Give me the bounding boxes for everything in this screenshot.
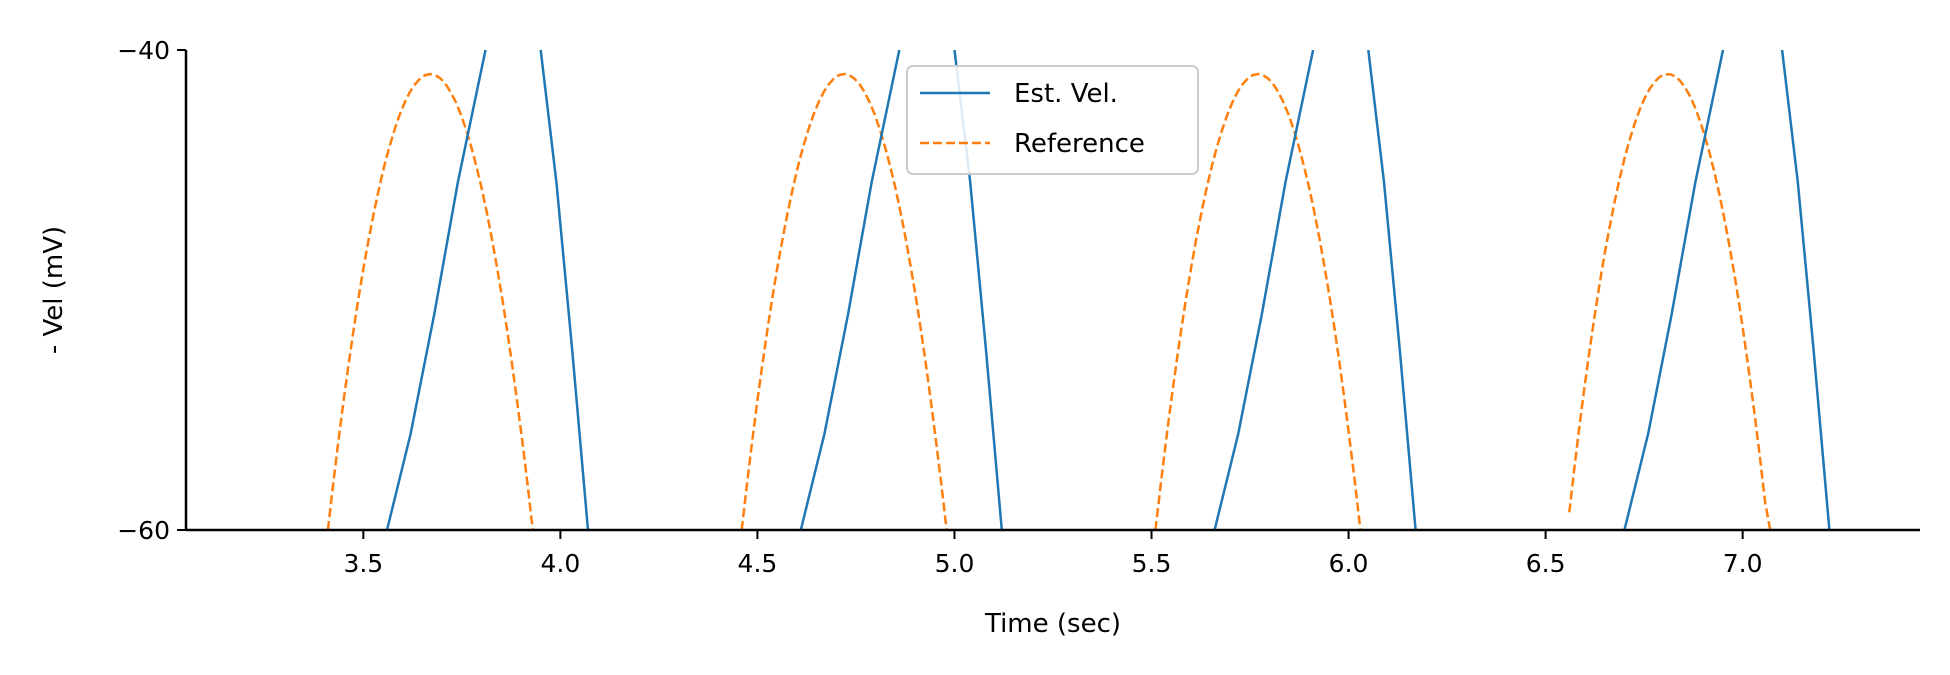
legend-label-reference: Reference (1014, 129, 1145, 159)
y-axis: −60 −40 (117, 36, 188, 545)
reference-pulse-2 (740, 72, 948, 530)
series-group (326, 50, 1831, 530)
est-vel-segment-6 (1367, 50, 1417, 530)
est-vel-segment-5 (1213, 50, 1315, 530)
x-tick-label: 6.0 (1329, 549, 1369, 578)
reference-pulse-3 (1154, 72, 1362, 530)
x-axis: 3.5 4.0 4.5 5.0 5.5 6.0 6.5 7.0 (186, 528, 1920, 578)
y-tick-label: −40 (117, 36, 170, 65)
plot-area (326, 50, 1831, 530)
legend: Est. Vel. Reference (906, 65, 1199, 175)
reference-pulse-1 (326, 72, 535, 530)
x-tick-label: 5.0 (935, 549, 975, 578)
x-tick-label: 3.5 (343, 549, 383, 578)
x-tick-label: 5.5 (1132, 549, 1172, 578)
x-tick-label: 4.5 (738, 549, 778, 578)
x-tick-label: 4.0 (541, 549, 581, 578)
est-vel-segment-3 (799, 50, 901, 530)
est-vel-segment-7 (1623, 50, 1725, 530)
x-tick-label: 7.0 (1723, 549, 1763, 578)
reference-pulse-4 (1568, 72, 1772, 530)
x-tick-label: 6.5 (1526, 549, 1566, 578)
est-vel-segment-8 (1780, 50, 1831, 530)
x-axis-label: Time (sec) (984, 609, 1121, 639)
est-vel-segment-2 (539, 50, 590, 530)
legend-label-est-vel: Est. Vel. (1014, 79, 1118, 109)
y-axis-label: - Vel (mV) (39, 226, 69, 354)
y-tick-label: −60 (117, 516, 170, 545)
est-vel-segment-1 (385, 50, 487, 530)
